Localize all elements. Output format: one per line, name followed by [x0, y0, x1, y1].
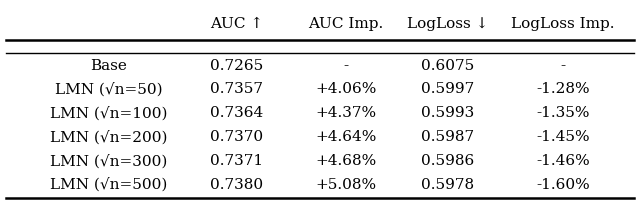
Text: LMN (√n=50): LMN (√n=50) [55, 82, 163, 97]
Text: -1.60%: -1.60% [536, 178, 590, 192]
Text: -: - [561, 59, 566, 73]
Text: 0.7364: 0.7364 [210, 106, 264, 120]
Text: +4.06%: +4.06% [315, 82, 376, 97]
Text: AUC ↑: AUC ↑ [210, 17, 264, 31]
Text: 0.5997: 0.5997 [421, 82, 475, 97]
Text: Base: Base [90, 59, 127, 73]
Text: 0.7370: 0.7370 [210, 130, 264, 144]
Text: 0.5993: 0.5993 [421, 106, 475, 120]
Text: LMN (√n=100): LMN (√n=100) [50, 106, 168, 121]
Text: -1.45%: -1.45% [536, 130, 590, 144]
Text: -1.35%: -1.35% [536, 106, 590, 120]
Text: 0.5987: 0.5987 [421, 130, 475, 144]
Text: 0.5978: 0.5978 [421, 178, 475, 192]
Text: LogLoss ↓: LogLoss ↓ [407, 17, 489, 31]
Text: LMN (√n=200): LMN (√n=200) [50, 130, 168, 144]
Text: AUC Imp.: AUC Imp. [308, 17, 383, 31]
Text: 0.7380: 0.7380 [210, 178, 264, 192]
Text: 0.5986: 0.5986 [421, 154, 475, 168]
Text: LogLoss Imp.: LogLoss Imp. [511, 17, 615, 31]
Text: 0.6075: 0.6075 [421, 59, 475, 73]
Text: +4.64%: +4.64% [315, 130, 376, 144]
Text: 0.7371: 0.7371 [210, 154, 264, 168]
Text: LMN (√n=500): LMN (√n=500) [50, 178, 168, 192]
Text: 0.7357: 0.7357 [211, 82, 263, 97]
Text: -1.46%: -1.46% [536, 154, 590, 168]
Text: +4.68%: +4.68% [315, 154, 376, 168]
Text: +4.37%: +4.37% [315, 106, 376, 120]
Text: LMN (√n=300): LMN (√n=300) [50, 154, 168, 168]
Text: +5.08%: +5.08% [315, 178, 376, 192]
Text: -: - [343, 59, 348, 73]
Text: 0.7265: 0.7265 [210, 59, 264, 73]
Text: -1.28%: -1.28% [536, 82, 590, 97]
